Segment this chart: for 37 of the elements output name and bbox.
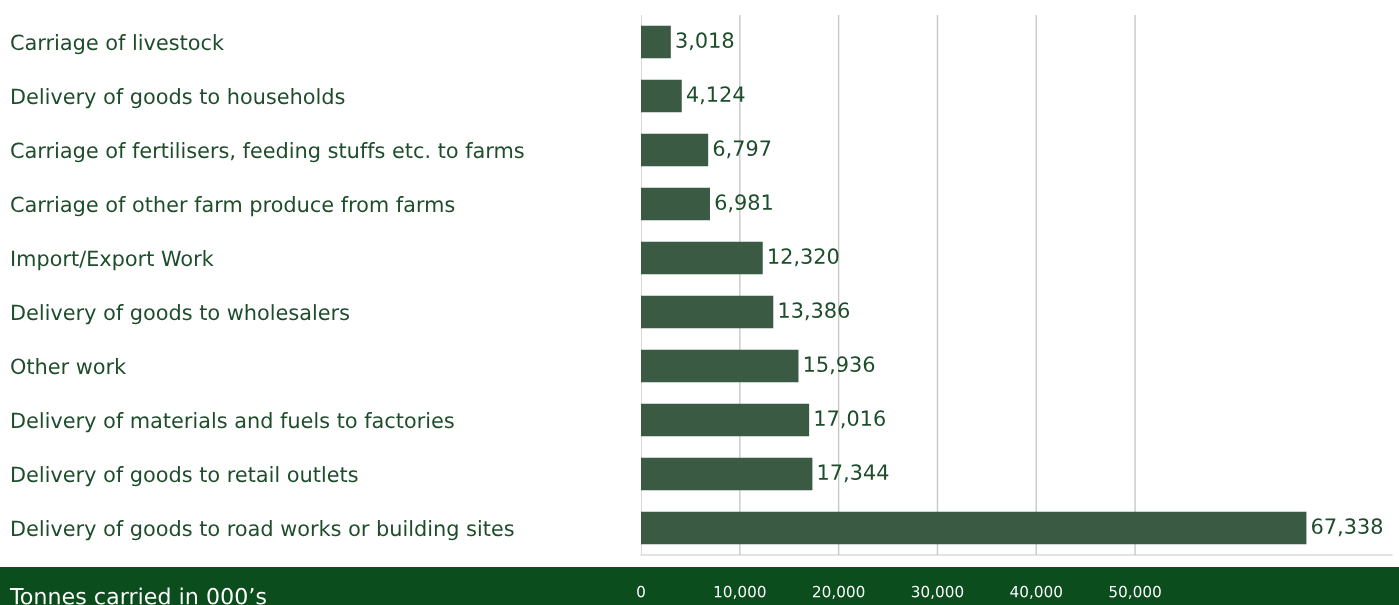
x-tick-label: 10,000 bbox=[714, 585, 766, 599]
bar bbox=[641, 25, 671, 59]
bar bbox=[641, 133, 709, 167]
data-label: 67,338 bbox=[1312, 518, 1383, 537]
y-tick-label: Carriage of livestock bbox=[11, 34, 224, 55]
y-tick-label: Carriage of fertilisers, feeding stuffs etc. to farms bbox=[11, 142, 524, 163]
y-tick-label: Delivery of goods to wholesalers bbox=[12, 304, 349, 325]
y-tick-label: Delivery of materials and fuels to factories bbox=[12, 412, 454, 433]
bar bbox=[641, 403, 810, 437]
data-label: 17,016 bbox=[815, 410, 885, 429]
bar bbox=[641, 295, 774, 329]
y-tick-label: Delivery of goods to road works or building sites bbox=[12, 520, 514, 541]
x-tick-label: 20,000 bbox=[813, 585, 865, 599]
x-axis-title: Tonnes carried in 000’s bbox=[9, 587, 266, 605]
data-label: 6,981 bbox=[715, 194, 772, 213]
data-label: 6,797 bbox=[713, 140, 771, 159]
bar bbox=[641, 457, 813, 491]
y-tick-label: Other work bbox=[11, 358, 127, 375]
bar bbox=[641, 511, 1307, 545]
data-label: 13,386 bbox=[779, 302, 850, 321]
x-tick-label: 50,000 bbox=[1109, 585, 1161, 599]
y-tick-label: Delivery of goods to retail outlets bbox=[12, 466, 358, 487]
x-tick-label: 40,000 bbox=[1010, 585, 1062, 599]
bar bbox=[641, 349, 799, 383]
data-label: 12,320 bbox=[769, 248, 839, 267]
bar bbox=[641, 241, 763, 275]
y-tick-label: Delivery of goods to households bbox=[12, 88, 345, 109]
y-tick-label: Carriage of other farm produce from farms bbox=[11, 196, 455, 217]
data-label: 3,018 bbox=[676, 32, 734, 51]
data-label: 17,344 bbox=[818, 464, 889, 483]
x-tick-label: 0 bbox=[637, 585, 645, 598]
data-label: 4,124 bbox=[686, 86, 745, 105]
data-label: 15,936 bbox=[804, 356, 875, 375]
y-tick-label: Import/Export Work bbox=[12, 250, 214, 271]
bar bbox=[641, 187, 710, 221]
bar bbox=[641, 79, 682, 113]
x-tick-label: 30,000 bbox=[911, 585, 964, 599]
